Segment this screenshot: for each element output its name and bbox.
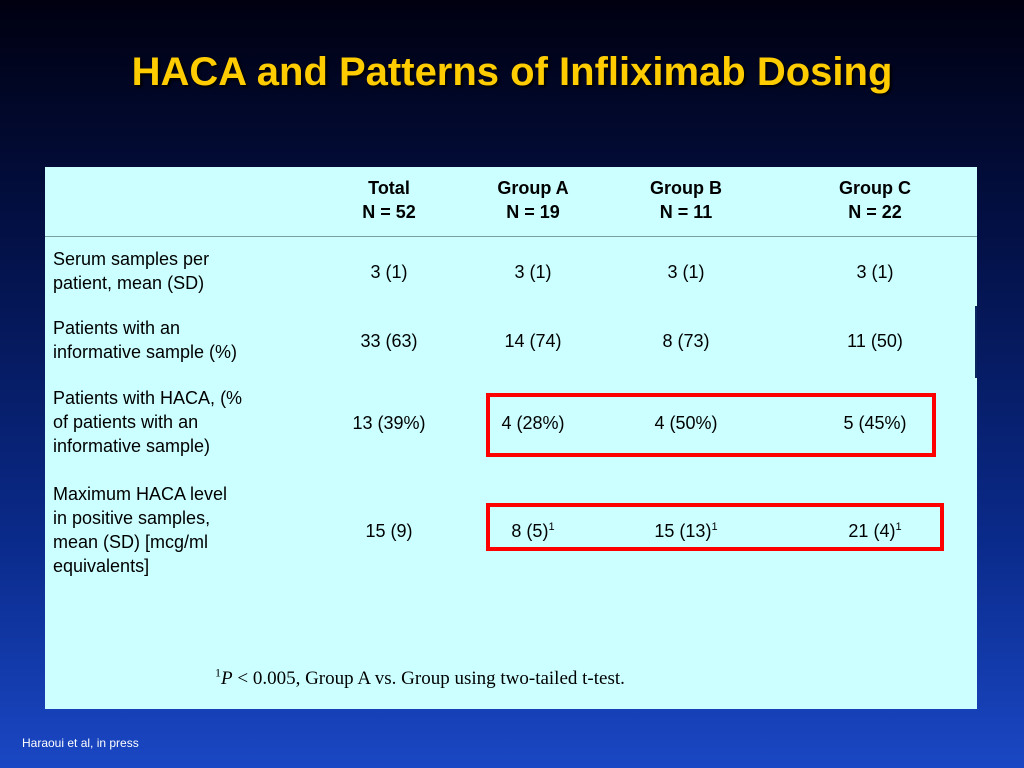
row-label-line: of patients with an bbox=[53, 412, 199, 432]
row-label-patients-haca: Patients with HACA, (% of patients with … bbox=[53, 386, 303, 458]
cell-value: 8 (5) bbox=[511, 521, 549, 541]
footnote-p-symbol: P bbox=[221, 668, 233, 689]
row-label-max-haca: Maximum HACA level in positive samples, … bbox=[53, 482, 303, 578]
header-total-line1: Total bbox=[368, 178, 410, 198]
table-cell: 15 (13)1 bbox=[606, 519, 766, 543]
table-cell: 4 (50%) bbox=[654, 413, 718, 433]
table-cell: 8 (73) bbox=[662, 331, 710, 351]
table-cell: 4 (28%) bbox=[501, 413, 565, 433]
row-label-line: informative sample) bbox=[53, 436, 211, 456]
header-total-line2: N = 52 bbox=[362, 202, 416, 222]
header-divider bbox=[45, 236, 977, 237]
header-group-a: Group A N = 19 bbox=[453, 176, 613, 224]
cell-value: 15 (13) bbox=[654, 521, 712, 541]
table-cell: 21 (4)1 bbox=[795, 519, 955, 543]
table-cell: 14 (74) bbox=[504, 331, 562, 351]
row-label-line: patient, mean (SD) bbox=[53, 273, 205, 293]
panel-edge-divider bbox=[975, 306, 977, 378]
footnote-marker: 1 bbox=[548, 521, 555, 533]
table-cell: 13 (39%) bbox=[352, 413, 426, 433]
table-cell: 5 (45%) bbox=[843, 413, 907, 433]
data-table-panel bbox=[45, 167, 977, 709]
table-cell: 3 (1) bbox=[667, 262, 705, 282]
row-label-serum-samples: Serum samples per patient, mean (SD) bbox=[53, 247, 303, 295]
table-footnote: 1P < 0.005, Group A vs. Group using two-… bbox=[215, 665, 625, 690]
row-label-line: Patients with HACA, (% bbox=[53, 388, 243, 408]
header-group-c-line1: Group C bbox=[839, 178, 911, 198]
table-cell: 33 (63) bbox=[360, 331, 418, 351]
cell-value: 15 (9) bbox=[365, 521, 413, 541]
header-total: Total N = 52 bbox=[309, 176, 469, 224]
table-cell: 15 (9) bbox=[309, 519, 469, 543]
header-group-b-line2: N = 11 bbox=[659, 202, 713, 222]
footnote-marker: 1 bbox=[711, 521, 718, 533]
header-group-c-line2: N = 22 bbox=[848, 202, 902, 222]
cell-value: 21 (4) bbox=[848, 521, 896, 541]
row-label-line: mean (SD) [mcg/ml bbox=[53, 532, 209, 552]
table-cell: 3 (1) bbox=[856, 262, 894, 282]
row-label-line: equivalents] bbox=[53, 556, 150, 576]
row-label-line: in positive samples, bbox=[53, 508, 211, 528]
header-group-c: Group C N = 22 bbox=[795, 176, 955, 224]
row-label-line: Maximum HACA level bbox=[53, 484, 228, 504]
row-label-line: informative sample (%) bbox=[53, 342, 238, 362]
row-label-line: Patients with an bbox=[53, 318, 181, 338]
footnote-text: < 0.005, Group A vs. Group using two-tai… bbox=[232, 668, 625, 689]
table-cell: 8 (5)1 bbox=[453, 519, 613, 543]
highlight-box-max-haca bbox=[486, 503, 944, 551]
footnote-number: 1 bbox=[215, 665, 221, 680]
table-cell: 3 (1) bbox=[370, 262, 408, 282]
footnote-marker: 1 bbox=[895, 521, 902, 533]
header-group-b: Group B N = 11 bbox=[606, 176, 766, 224]
header-group-a-line2: N = 19 bbox=[506, 202, 560, 222]
slide-title: HACA and Patterns of Infliximab Dosing bbox=[131, 50, 893, 94]
citation-credit: Haraoui et al, in press bbox=[22, 736, 139, 750]
row-label-line: Serum samples per bbox=[53, 249, 210, 269]
highlight-box-haca-percent bbox=[486, 393, 936, 457]
table-cell: 3 (1) bbox=[514, 262, 552, 282]
header-group-b-line1: Group B bbox=[650, 178, 722, 198]
table-cell: 11 (50) bbox=[847, 331, 903, 351]
row-label-informative-sample: Patients with an informative sample (%) bbox=[53, 316, 303, 364]
header-group-a-line1: Group A bbox=[497, 178, 569, 198]
